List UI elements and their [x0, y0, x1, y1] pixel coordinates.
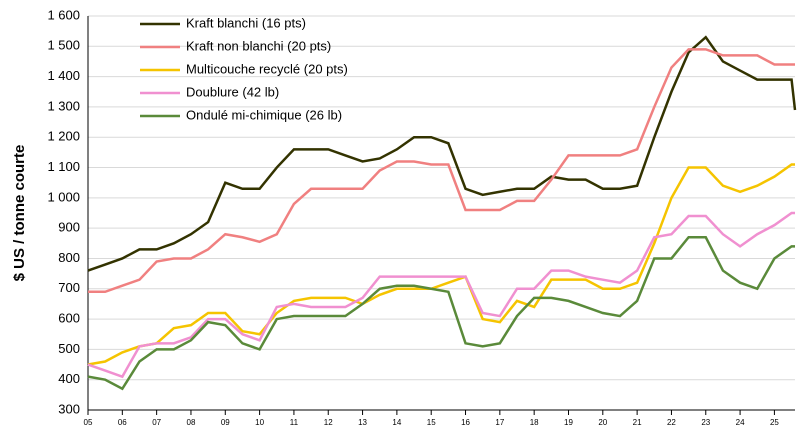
x-tick-label: 14	[392, 418, 401, 427]
x-tick-label: 24	[736, 418, 745, 427]
y-tick-label: 1 400	[47, 68, 80, 83]
y-tick-label: 1 100	[47, 159, 80, 174]
y-tick-label: 400	[58, 371, 80, 386]
x-tick-label: 07	[152, 418, 161, 427]
x-tick-label: 17	[495, 418, 504, 427]
y-tick-label: 500	[58, 341, 80, 356]
x-tick-label: 11	[290, 418, 299, 427]
y-tick-label: 1 200	[47, 129, 80, 144]
series-line	[87, 163, 795, 366]
y-tick-label: 1 500	[47, 38, 80, 53]
series-line	[88, 48, 795, 294]
x-tick-label: 12	[324, 418, 333, 427]
x-tick-label: 08	[187, 418, 196, 427]
y-tick-label: 700	[58, 280, 80, 295]
y-tick-label: 1 300	[47, 98, 80, 113]
x-tick-label: 13	[358, 418, 367, 427]
x-tick-label: 15	[427, 418, 436, 427]
x-tick-label: 20	[598, 418, 607, 427]
y-tick-label: 900	[58, 220, 80, 235]
legend-label: Kraft non blanchi (20 pts)	[186, 38, 331, 53]
x-tick-label: 09	[221, 418, 230, 427]
legend-label: Doublure (42 lb)	[186, 84, 279, 99]
series-line	[87, 211, 795, 379]
x-tick-label: 22	[667, 418, 676, 427]
x-tick-label: 19	[564, 418, 573, 427]
y-axis-label: $ US / tonne courte	[11, 145, 28, 282]
series-line	[87, 35, 797, 272]
x-tick-label: 18	[530, 418, 539, 427]
x-tick-label: 25	[770, 418, 779, 427]
x-tick-label: 10	[255, 418, 264, 427]
x-tick-label: 06	[118, 418, 127, 427]
x-tick-label: 23	[701, 418, 710, 427]
x-tick-label: 21	[633, 418, 642, 427]
y-tick-label: 600	[58, 311, 80, 326]
legend-label: Ondulé mi-chimique (26 lb)	[186, 107, 342, 122]
x-tick-label: 05	[84, 418, 93, 427]
legend-label: Multicouche recyclé (20 pts)	[186, 61, 348, 76]
y-tick-label: 800	[58, 250, 80, 265]
legend-label: Kraft blanchi (16 pts)	[186, 15, 306, 30]
x-tick-label: 16	[461, 418, 470, 427]
series-line	[87, 235, 795, 391]
y-tick-label: 1 000	[47, 189, 80, 204]
y-tick-label: 300	[58, 401, 80, 416]
y-tick-label: 1 600	[47, 7, 80, 22]
